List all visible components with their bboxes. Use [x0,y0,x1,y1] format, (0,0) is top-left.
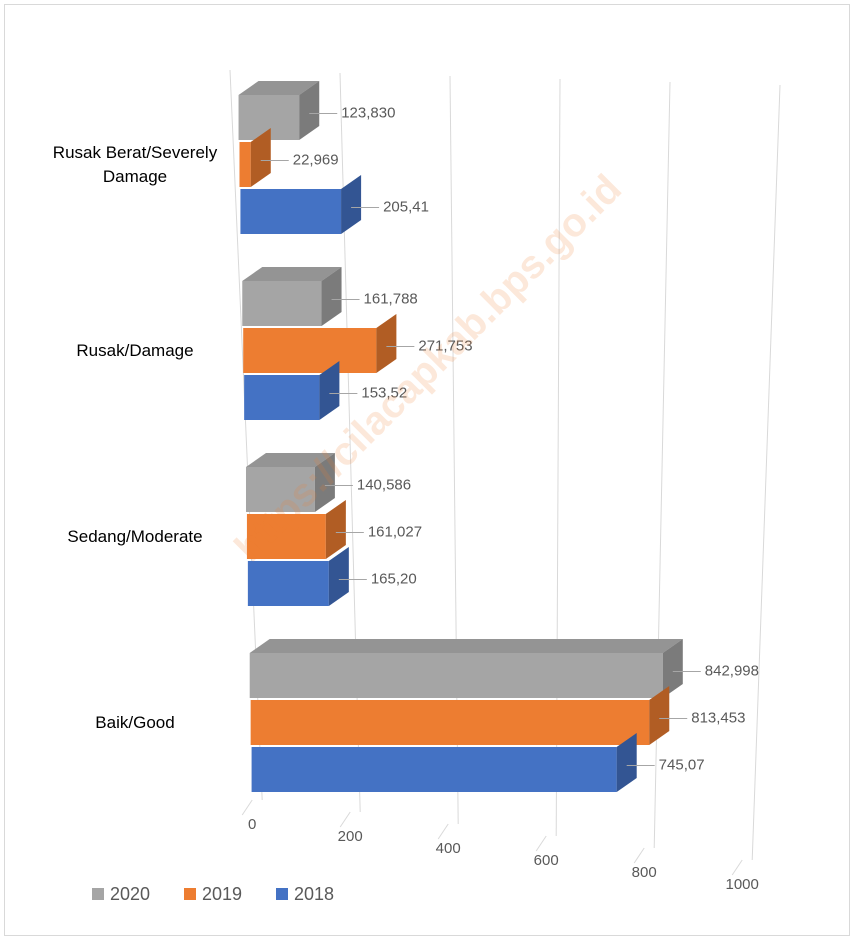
bar-side [649,686,670,745]
axis-floor [731,859,743,876]
legend-swatch [276,888,288,900]
bar-top [245,453,335,467]
bar-side [662,639,683,698]
bar-top [238,81,320,95]
bar [239,142,251,187]
bar-shade [250,128,271,187]
bar [240,189,342,234]
bar [250,700,650,745]
legend-label: 2018 [294,884,334,904]
bar [246,514,326,559]
category-label: Sedang/Moderate [67,527,203,546]
bar-shade [319,361,340,420]
bar-side [250,128,271,187]
bar [249,653,663,698]
legend-swatch [184,888,196,900]
bar-shade [314,453,335,512]
legend-label: 2020 [110,884,150,904]
grid-line [449,75,459,825]
bar-shade [649,686,670,745]
data-label: 153,52 [361,384,407,401]
bar-side [325,500,346,559]
bar-shade [376,314,397,373]
x-tick-label: 800 [632,864,657,881]
bar-shade [245,453,335,467]
bar [244,375,320,420]
bar-shade [299,81,320,140]
bar-shade [616,733,637,792]
bar-top [249,639,683,653]
bar-shade [249,639,683,653]
bar [243,328,377,373]
bar-side [328,547,349,606]
bar-shade [242,267,342,281]
bar-top [242,267,342,281]
bar [247,561,329,606]
x-tick-label: 400 [436,840,461,857]
data-label: 813,453 [691,709,745,726]
bar-side [341,175,362,234]
bar-shade [328,547,349,606]
data-label: 842,998 [705,662,759,679]
data-label: 165,20 [371,570,417,587]
axis-floor [339,811,351,828]
bar-side [314,453,335,512]
data-label: 271,753 [418,337,472,354]
axis-floor [437,823,449,840]
legend-label: 2019 [202,884,242,904]
x-tick-label: 1000 [726,876,759,893]
bar [242,281,322,326]
bar-side [321,267,342,326]
bar-side [319,361,340,420]
category-label: Baik/Good [95,713,175,732]
axis-floor [535,835,547,852]
bar-side [616,733,637,792]
axis-floor [633,847,645,864]
bar-shade [662,639,683,698]
x-tick-label: 600 [534,852,559,869]
bar-shade [238,81,320,95]
x-tick-label: 0 [248,816,256,833]
axis-floor [241,799,253,816]
data-label: 140,586 [357,476,411,493]
data-label: 161,788 [364,290,418,307]
chart-border [4,4,850,936]
bar-shade [321,267,342,326]
bar-side [299,81,320,140]
bar [251,747,617,792]
bar-shade [325,500,346,559]
legend-swatch [92,888,104,900]
bar [245,467,315,512]
data-label: 205,41 [383,198,429,215]
category-label: Rusak Berat/Severely Damage [52,143,218,186]
grid-line [751,84,781,861]
bar-side [376,314,397,373]
data-label: 123,830 [341,104,395,121]
data-label: 161,027 [368,523,422,540]
data-label: 22,969 [293,151,339,168]
data-label: 745,07 [659,756,705,773]
x-tick-label: 200 [338,828,363,845]
category-label: Rusak/Damage [76,341,194,360]
bar-shade [341,175,362,234]
